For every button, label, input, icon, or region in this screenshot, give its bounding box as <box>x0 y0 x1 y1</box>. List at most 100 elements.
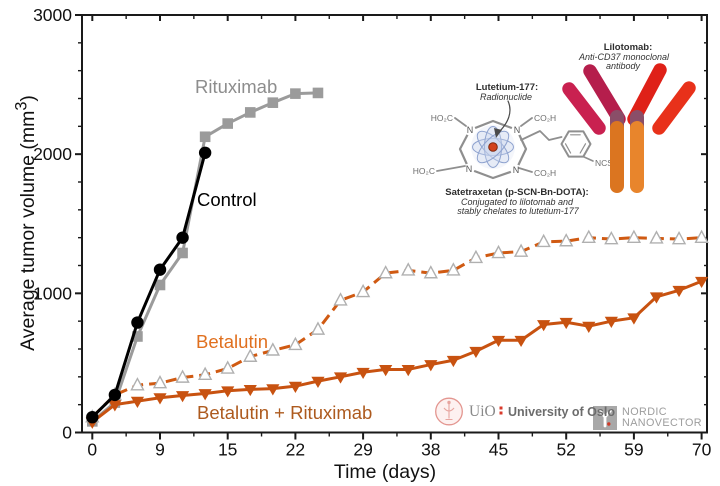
data-point-triangle-down <box>469 346 483 359</box>
data-point-triangle-open <box>401 262 416 276</box>
x-tick-label: 22 <box>286 440 305 460</box>
data-point-triangle-open <box>152 375 168 389</box>
data-point-triangle-open <box>288 336 303 351</box>
data-point-triangle-open <box>175 369 190 383</box>
data-point-triangle-down <box>401 365 415 377</box>
nordic-red-dot-icon <box>607 422 611 426</box>
dota-chelator-structure: HO₂C CO₂H HO₂C CO₂H NCS N N N N <box>413 100 619 180</box>
nordic-nanovector-logo <box>593 406 617 430</box>
x-tick-label: 38 <box>421 440 440 460</box>
data-point-triangle-open <box>423 265 438 279</box>
data-point-triangle-open <box>559 233 574 247</box>
x-tick-label: 0 <box>87 440 97 460</box>
data-point-triangle-open <box>491 244 506 259</box>
y-axis-title-close: ) <box>16 95 39 102</box>
data-point-triangle-down <box>559 317 573 330</box>
uio-colon-dot-top <box>499 406 503 410</box>
radionuclide-nucleus-icon <box>488 142 498 152</box>
data-point-triangle-open <box>468 249 484 264</box>
antibody-y-icon <box>598 409 612 428</box>
data-point-square <box>132 331 143 342</box>
data-point-square <box>199 131 211 143</box>
uio-name-text: University of Oslo <box>508 405 615 419</box>
data-point-square <box>290 88 301 99</box>
data-point-triangle-down <box>288 381 303 393</box>
data-point-square <box>177 247 188 259</box>
data-point-triangle-down <box>198 389 212 401</box>
data-point-triangle-down <box>243 384 257 397</box>
pendant-arm-lines <box>436 117 533 173</box>
data-point-triangle-open <box>536 233 551 248</box>
data-point-triangle-down <box>649 292 664 304</box>
antibody-arm-left-outer <box>562 82 606 135</box>
uio-abbr-text: UiO <box>469 403 496 420</box>
chart-plot-area: 0 1000 2000 3000 0 9 15 22 29 38 45 52 59 70 Rituximab… <box>33 5 712 460</box>
data-point-triangle-down <box>379 365 393 377</box>
lutetium-arrowhead <box>494 128 502 138</box>
data-point-triangle-open <box>671 230 687 245</box>
data-point-triangle-open <box>220 360 235 374</box>
data-point-triangle-down <box>175 391 190 403</box>
nordic-nanovector-text: NORDIC NANOVECTOR <box>622 407 702 428</box>
data-point-triangle-down <box>266 384 280 396</box>
data-point-circle <box>86 410 99 424</box>
data-point-triangle-open <box>513 243 529 257</box>
data-point-triangle-down <box>424 360 438 372</box>
y-tick-label: 2000 <box>33 144 72 164</box>
data-point-triangle-open <box>333 292 348 306</box>
series-label-control: Control <box>197 189 257 210</box>
chem-label-ncs: NCS <box>595 158 613 168</box>
data-point-triangle-down <box>491 335 506 348</box>
data-point-square <box>267 97 279 108</box>
x-tick-label: 15 <box>218 440 237 460</box>
data-point-triangle-down <box>537 320 551 332</box>
data-point-triangle-open <box>446 262 461 276</box>
lutetium-subtitle: Radionuclide <box>479 92 533 102</box>
data-point-triangle-down <box>356 367 370 380</box>
data-point-square <box>222 118 234 129</box>
data-point-triangle-down <box>627 313 641 325</box>
antibody-illustration <box>562 63 696 193</box>
y-tick-label: 0 <box>62 423 72 443</box>
series-label-rituximab: Rituximab <box>195 76 277 97</box>
satetraxetan-line2: stably chelates to lutetium-177 <box>457 206 579 216</box>
data-point-triangle-open <box>694 229 709 243</box>
data-point-triangle-open <box>355 283 371 298</box>
chem-label-ho2c-bottom: HO₂C <box>413 166 435 176</box>
chem-label-n4: N <box>513 165 520 175</box>
x-tick-label: 9 <box>155 440 165 460</box>
satetraxetan-title: Satetraxetan (p-SCN-Bn-DOTA): <box>445 187 589 198</box>
uio-seal-head-icon <box>447 400 451 405</box>
chem-label-co2h-top: CO₂H <box>534 113 556 123</box>
x-tick-label: 45 <box>489 440 508 460</box>
data-point-triangle-down <box>108 400 122 412</box>
data-point-triangle-down <box>672 285 686 298</box>
y-axis-title-text: Average tumor volume (mm <box>16 110 39 351</box>
data-point-triangle-down <box>604 316 618 328</box>
y-axis-title-sup: 3 <box>12 101 31 111</box>
benzyl-linker-line <box>520 130 563 141</box>
benzene-inner-bonds <box>564 134 587 154</box>
antibody-arm-right-outer <box>652 81 696 135</box>
lilotomab-line1: Anti-CD37 monoclonal <box>578 52 670 62</box>
data-point-triangle-down <box>446 355 460 368</box>
data-point-square <box>244 107 256 118</box>
satetraxetan-line1: Conjugated to lilotomab and <box>460 197 574 207</box>
x-tick-label: 70 <box>692 440 712 460</box>
x-axis-title: Time (days) <box>333 461 437 483</box>
data-point-triangle-open <box>243 348 258 362</box>
data-point-triangle-down <box>221 386 235 398</box>
plot-box <box>81 14 708 434</box>
data-point-circle <box>198 146 212 159</box>
nordic-line2: NANOVECTOR <box>622 416 702 429</box>
y-axis-title: Average tumor volume (mm3) <box>12 95 40 351</box>
x-tick-label: 59 <box>624 440 643 460</box>
chem-label-n2: N <box>514 125 521 135</box>
data-point-triangle-open <box>310 321 326 335</box>
data-point-triangle-open <box>581 229 596 243</box>
y-tick-label: 3000 <box>33 5 72 25</box>
chem-label-n1: N <box>467 125 474 135</box>
data-point-triangle-down <box>695 276 709 289</box>
